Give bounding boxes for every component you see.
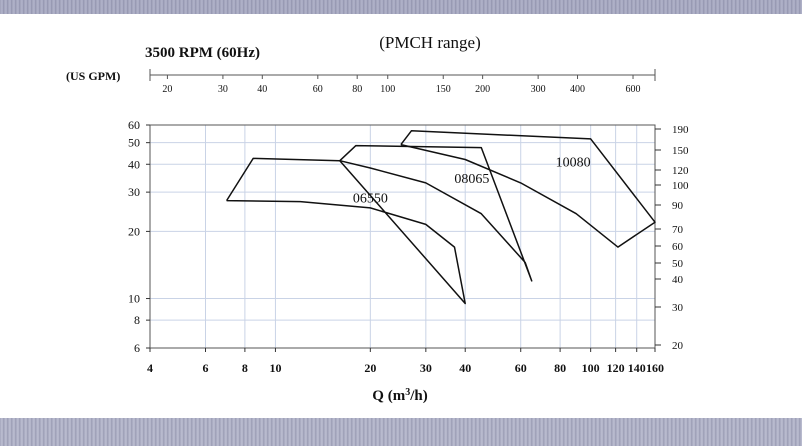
- right-tick-label: 20: [672, 340, 684, 352]
- pump-curve-08065: [339, 144, 533, 282]
- bottom-scan-band: [0, 418, 802, 446]
- top-tick-label: 100: [380, 84, 395, 95]
- plot-frame: [149, 124, 656, 349]
- y-tick-label: 20: [128, 224, 140, 238]
- x-axis-label: Q (m3/h): [372, 387, 427, 404]
- x-tick-label: 10: [269, 361, 281, 375]
- chart-title: (PMCH range): [379, 33, 481, 52]
- pump-curve-10080: [400, 130, 656, 248]
- y-tick-label: 8: [134, 313, 140, 327]
- top-axis-label: (US GPM): [66, 69, 120, 83]
- top-tick-label: 200: [475, 84, 490, 95]
- curve-label-06550: 06550: [353, 191, 388, 206]
- y-tick-label: 40: [128, 157, 140, 171]
- right-tick-label: 90: [672, 200, 684, 212]
- bottom-flow-axis: 4 6 8 10 20 30 40 60 80 100 120 140 160: [147, 348, 664, 375]
- right-tick-label: 150: [672, 145, 689, 157]
- right-tick-label: 40: [672, 274, 684, 286]
- top-tick-label: 300: [531, 84, 546, 95]
- x-tick-label: 8: [242, 361, 248, 375]
- y-tick-label: 60: [128, 118, 140, 132]
- top-tick-label: 80: [352, 84, 362, 95]
- y-tick-label: 50: [128, 136, 140, 150]
- top-tick-label: 60: [313, 84, 323, 95]
- top-tick-label: 600: [626, 84, 641, 95]
- right-tick-label: 100: [672, 180, 689, 192]
- top-gpm-axis: 20 30 40 60 80 100 150 200 300 400 600: [149, 69, 656, 95]
- x-tick-label: 140: [628, 361, 646, 375]
- top-tick-label: 40: [257, 84, 267, 95]
- y-tick-label: 6: [134, 341, 140, 355]
- curve-label-08065: 08065: [454, 172, 489, 187]
- x-tick-label: 4: [147, 361, 153, 375]
- top-scan-band: [0, 0, 802, 14]
- y-tick-label: 10: [128, 292, 140, 306]
- curve-label-10080: 10080: [556, 156, 591, 171]
- x-tick-label: 60: [515, 361, 527, 375]
- top-tick-label: 150: [436, 84, 451, 95]
- right-tick-label: 190: [672, 124, 689, 136]
- right-tick-label: 60: [672, 241, 684, 253]
- pump-curve-06550: [225, 157, 466, 305]
- right-tick-label: 30: [672, 302, 684, 314]
- top-tick-label: 400: [570, 84, 585, 95]
- pump-curves: 06550 08065 10080: [225, 130, 656, 305]
- x-tick-label: 100: [582, 361, 600, 375]
- top-tick-label: 20: [162, 84, 172, 95]
- top-tick-label: 30: [218, 84, 228, 95]
- x-tick-label: 120: [607, 361, 625, 375]
- x-tick-label: 20: [364, 361, 376, 375]
- x-tick-label: 6: [203, 361, 209, 375]
- left-head-axis: 6 8 10 20 30 40 50 60: [128, 118, 150, 355]
- right-tick-label: 120: [672, 165, 689, 177]
- x-tick-label: 30: [420, 361, 432, 375]
- y-tick-label: 30: [128, 185, 140, 199]
- chart-subtitle: 3500 RPM (60Hz): [145, 45, 260, 61]
- x-tick-label: 40: [459, 361, 471, 375]
- right-tick-label: 50: [672, 258, 684, 270]
- right-head-axis: 190 150 120 100 90 70 60 50 40 30 20: [655, 124, 689, 352]
- right-tick-label: 70: [672, 224, 684, 236]
- x-tick-label: 160: [646, 361, 664, 375]
- x-tick-label: 80: [554, 361, 566, 375]
